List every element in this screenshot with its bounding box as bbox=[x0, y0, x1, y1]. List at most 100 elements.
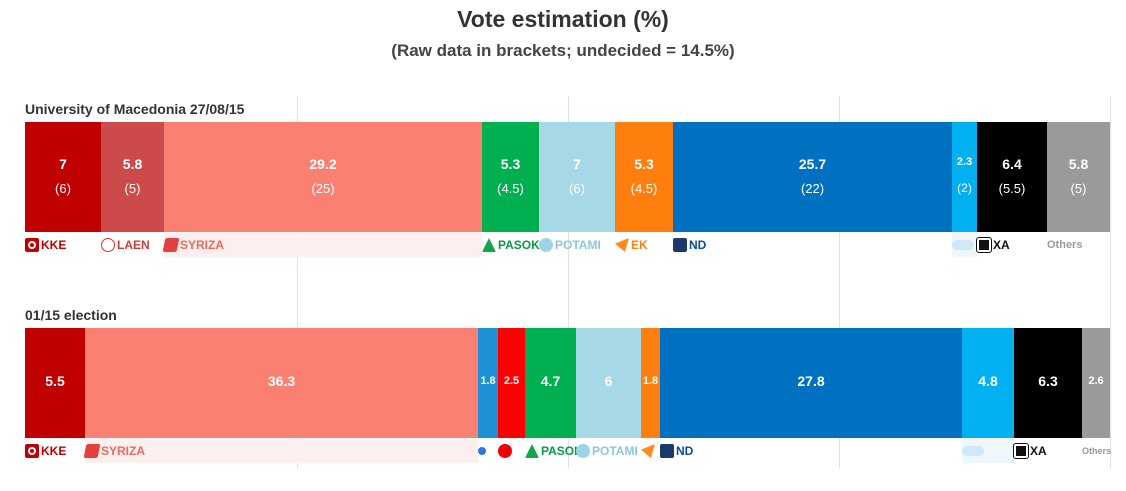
raw-label: (6) bbox=[569, 181, 585, 196]
pasok-logo-icon bbox=[525, 444, 539, 458]
party-name: KKE bbox=[41, 238, 67, 252]
data-label: 29.2 bbox=[309, 156, 337, 172]
party-name: PASOK bbox=[498, 238, 540, 252]
bar-segment-syriza: 29.2 (25) bbox=[164, 122, 482, 232]
raw-label: (2) bbox=[957, 181, 972, 195]
party-name: POTAMI bbox=[555, 238, 601, 252]
data-label: 4.7 bbox=[540, 373, 561, 389]
syriza-logo-band bbox=[164, 233, 482, 257]
bar-segment-anel: 2.3 (2) bbox=[952, 122, 977, 232]
raw-label: (25) bbox=[311, 181, 335, 196]
party-logo-anel bbox=[952, 233, 976, 257]
raw-label: (5) bbox=[1070, 181, 1087, 196]
raw-label: (6) bbox=[55, 181, 71, 196]
bar-segment-potami: 6 bbox=[576, 328, 641, 438]
raw-label: (4.5) bbox=[630, 181, 658, 196]
gridline bbox=[568, 96, 569, 468]
party-logo-syriza: SYRIZA bbox=[83, 439, 146, 463]
bar-segment-pasok: 5.3 (4.5) bbox=[482, 122, 539, 232]
gridline bbox=[297, 96, 298, 468]
bar-segment-kke: 5.5 bbox=[25, 328, 85, 438]
party-logo-laen: LAEN bbox=[101, 233, 150, 257]
party-logo-ant bbox=[478, 439, 488, 463]
kke-logo-icon bbox=[25, 238, 39, 252]
party-logo-kke: KKE bbox=[25, 439, 66, 463]
stacked-bar-poll: 7 (6) 5.8 (5) 29.2 (25) 5.3 (4.5) 7 (6) 5.3 (4.5) 25… bbox=[25, 122, 1110, 232]
data-label: 5.5 bbox=[45, 373, 65, 389]
party-logo-potami: POTAMI bbox=[576, 439, 638, 463]
bar-segment-others: 5.8 (5) bbox=[1047, 122, 1110, 232]
anel-logo-icon bbox=[962, 446, 984, 456]
party-name: ND bbox=[676, 444, 694, 458]
data-label: 4.8 bbox=[978, 373, 998, 389]
bar-segment-dimar: 2.5 bbox=[498, 328, 525, 438]
party-logo-dimar bbox=[498, 439, 514, 463]
ant-logo-icon bbox=[478, 447, 486, 455]
data-label: 1.8 bbox=[480, 375, 496, 387]
nd-logo-icon bbox=[660, 444, 674, 458]
syriza-logo-band bbox=[85, 439, 478, 463]
bar-segment-laen: 5.8 (5) bbox=[101, 122, 164, 232]
bar-segment-anel: 4.8 bbox=[962, 328, 1014, 438]
xa-logo-icon bbox=[1013, 443, 1029, 459]
party-name: Others bbox=[1047, 239, 1083, 251]
bar-segment-nd: 25.7 (22) bbox=[673, 122, 952, 232]
data-label: 7 bbox=[573, 156, 581, 172]
data-label: 5.3 bbox=[634, 156, 654, 172]
anel-logo-icon bbox=[952, 240, 974, 250]
party-logo-ek: EK bbox=[615, 233, 648, 257]
party-logo-pasok: PASOK bbox=[525, 439, 583, 463]
ek-logo-icon bbox=[641, 444, 655, 458]
raw-label: (5.5) bbox=[998, 181, 1026, 196]
syriza-logo-icon bbox=[162, 238, 180, 252]
party-logo-row-poll: KKE LAEN SYRIZA PASOK POTAMI EK ND XA Others bbox=[25, 233, 1110, 257]
party-name: POTAMI bbox=[592, 444, 638, 458]
data-label: 6.4 bbox=[1002, 156, 1022, 172]
kke-logo-icon bbox=[25, 444, 39, 458]
party-logo-potami: POTAMI bbox=[539, 233, 601, 257]
party-logo-nd: ND bbox=[673, 233, 706, 257]
raw-label: (5) bbox=[124, 181, 141, 196]
nd-logo-icon bbox=[673, 238, 687, 252]
gridline bbox=[1110, 96, 1111, 468]
party-name: SYRIZA bbox=[101, 444, 146, 458]
potami-logo-icon bbox=[539, 238, 553, 252]
syriza-logo-icon bbox=[83, 444, 101, 458]
data-label: 5.8 bbox=[1068, 156, 1089, 172]
party-logo-nd: ND bbox=[660, 439, 693, 463]
ek-logo-icon bbox=[615, 238, 629, 252]
bar-segment-xa: 6.4 (5.5) bbox=[977, 122, 1047, 232]
party-name: EK bbox=[631, 238, 648, 252]
data-label: 36.3 bbox=[267, 373, 296, 389]
gridline bbox=[839, 96, 840, 468]
stacked-bar-election: 5.5 36.3 1.8 2.5 4.7 6 1.8 27.8 4.8 6.3 2.6 bbox=[25, 328, 1110, 438]
party-name: LAEN bbox=[117, 238, 150, 252]
bar-segment-xa: 6.3 bbox=[1014, 328, 1082, 438]
bar-segment-syriza: 36.3 bbox=[85, 328, 478, 438]
raw-label: (4.5) bbox=[497, 181, 524, 196]
party-logo-row-election: KKE SYRIZA PASOK POTAMI ND XA Others bbox=[25, 439, 1112, 463]
bar-segment-kke: 7 (6) bbox=[25, 122, 101, 232]
data-label: 2.6 bbox=[1088, 375, 1104, 387]
data-label: 1.8 bbox=[642, 375, 659, 387]
data-label: 5.3 bbox=[500, 156, 521, 172]
pasok-logo-icon bbox=[482, 238, 496, 252]
bar-segment-ant: 1.8 bbox=[478, 328, 498, 438]
data-label: 25.7 bbox=[798, 156, 827, 172]
xa-logo-icon bbox=[976, 237, 992, 253]
party-name: KKE bbox=[41, 444, 67, 458]
party-logo-ek bbox=[641, 439, 657, 463]
laen-logo-icon bbox=[101, 238, 115, 252]
bar-segment-pasok: 4.7 bbox=[525, 328, 576, 438]
potami-logo-icon bbox=[576, 444, 590, 458]
bar-segment-others: 2.6 bbox=[1082, 328, 1110, 438]
party-logo-xa: XA bbox=[1013, 439, 1047, 463]
data-label: 2.5 bbox=[503, 375, 520, 387]
data-label: 5.8 bbox=[122, 156, 143, 172]
dimar-logo-icon bbox=[498, 444, 512, 458]
party-name: Others bbox=[1082, 446, 1112, 456]
raw-label: (22) bbox=[800, 181, 825, 196]
data-label: 2.3 bbox=[956, 156, 973, 168]
bar-segment-ek: 5.3 (4.5) bbox=[615, 122, 673, 232]
party-logo-others: Others bbox=[1047, 233, 1082, 257]
